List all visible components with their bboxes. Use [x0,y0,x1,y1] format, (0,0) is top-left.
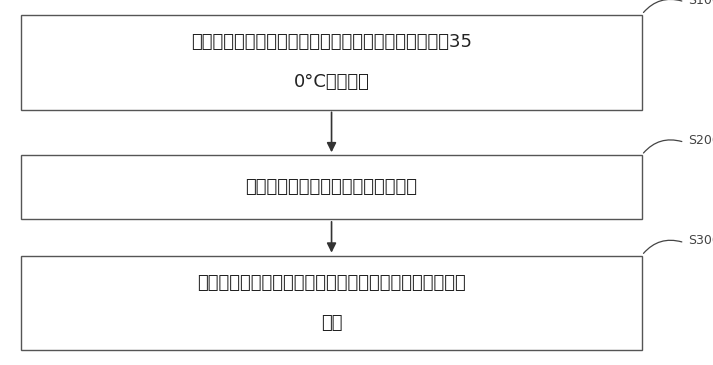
Text: 将分散在溶剂中的聚合物与氢气在催化剂的作用下，在35: 将分散在溶剂中的聚合物与氢气在催化剂的作用下，在35 [191,33,472,51]
Text: S200: S200 [688,134,713,147]
Text: 离心分离反应所得产物，得到上清液: 离心分离反应所得产物，得到上清液 [245,178,418,196]
Text: 芳烃: 芳烃 [321,314,342,332]
FancyBboxPatch shape [21,155,642,219]
FancyBboxPatch shape [21,255,642,350]
Text: 根据目标芳烃沸点和溶剂的沸点对上清液进行蒸馏，得到: 根据目标芳烃沸点和溶剂的沸点对上清液进行蒸馏，得到 [198,274,466,292]
Text: 0°C以下反应: 0°C以下反应 [294,73,369,91]
Text: S300: S300 [688,234,713,247]
Text: S100: S100 [688,0,713,7]
FancyBboxPatch shape [21,15,642,110]
